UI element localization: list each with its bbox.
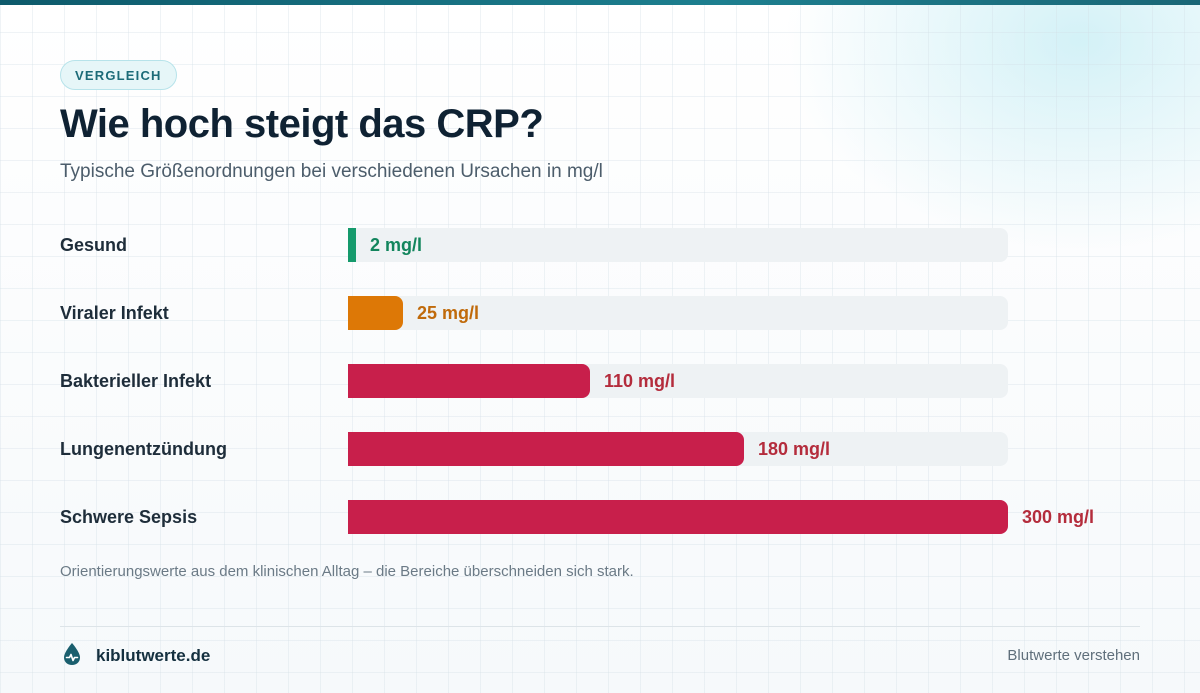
chart-footnote: Orientierungswerte aus dem klinischen Al… [60, 563, 634, 580]
value-label: 2 mg/l [370, 235, 423, 255]
top-accent-bar [0, 0, 1200, 5]
bar [348, 364, 590, 398]
bar-row: Lungenentzündung 180 mg/l [0, 432, 1200, 466]
bar [348, 228, 356, 262]
bar-row: Gesund 2 mg/l [0, 228, 1200, 262]
category-label: Gesund [60, 235, 128, 255]
bar-row: Schwere Sepsis 300 mg/l [0, 500, 1200, 534]
bar-row: Viraler Infekt 25 mg/l [0, 296, 1200, 330]
value-label: 110 mg/l [604, 371, 676, 391]
bar-track [348, 296, 1008, 330]
value-label: 300 mg/l [1022, 507, 1095, 527]
footer-divider [60, 626, 1140, 627]
category-label: Bakterieller Infekt [60, 371, 212, 391]
value-label: 180 mg/l [758, 439, 831, 459]
bar-row: Bakterieller Infekt 110 mg/l [0, 364, 1200, 398]
brand-name: kiblutwerte.de [96, 646, 211, 665]
value-label: 25 mg/l [417, 303, 480, 323]
bar [348, 296, 403, 330]
category-badge: VERGLEICH [60, 60, 177, 90]
chart-title: Wie hoch steigt das CRP? [60, 102, 544, 146]
category-label: Viraler Infekt [60, 303, 169, 323]
category-label: Schwere Sepsis [60, 507, 198, 527]
bar-track [348, 228, 1008, 262]
blood-drop-icon [62, 642, 82, 671]
footer-tagline: Blutwerte verstehen [1007, 647, 1140, 664]
bar [348, 432, 744, 466]
brand[interactable]: kiblutwerte.de [62, 642, 211, 671]
bar [348, 500, 1008, 534]
category-label: Lungenentzündung [60, 439, 227, 459]
chart-subtitle: Typische Größenordnungen bei verschieden… [60, 161, 603, 182]
